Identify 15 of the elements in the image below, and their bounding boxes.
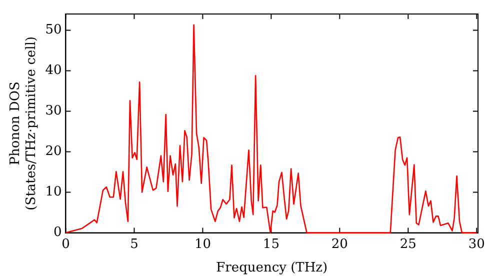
y-tick-label: 50 [45,22,62,38]
y-tick-label: 20 [45,144,62,160]
text: (States/THz·primitive cell) [24,36,39,210]
y-tick-label: 10 [45,184,62,200]
y-tick-label: 0 [53,225,62,240]
x-tick-label: 25 [400,236,416,252]
y-tick-label: 30 [45,104,62,119]
y-tick-label: 40 [45,63,62,78]
x-axis-title: Frequency (THz) [216,260,328,276]
x-tick-label: 15 [262,236,280,252]
x-tick-label: 5 [130,236,138,252]
x-tick-label: 30 [468,236,485,252]
x-tick-label: 10 [194,236,211,252]
x-tick-label: 20 [331,236,348,252]
text: Phonon DOS [8,82,24,166]
